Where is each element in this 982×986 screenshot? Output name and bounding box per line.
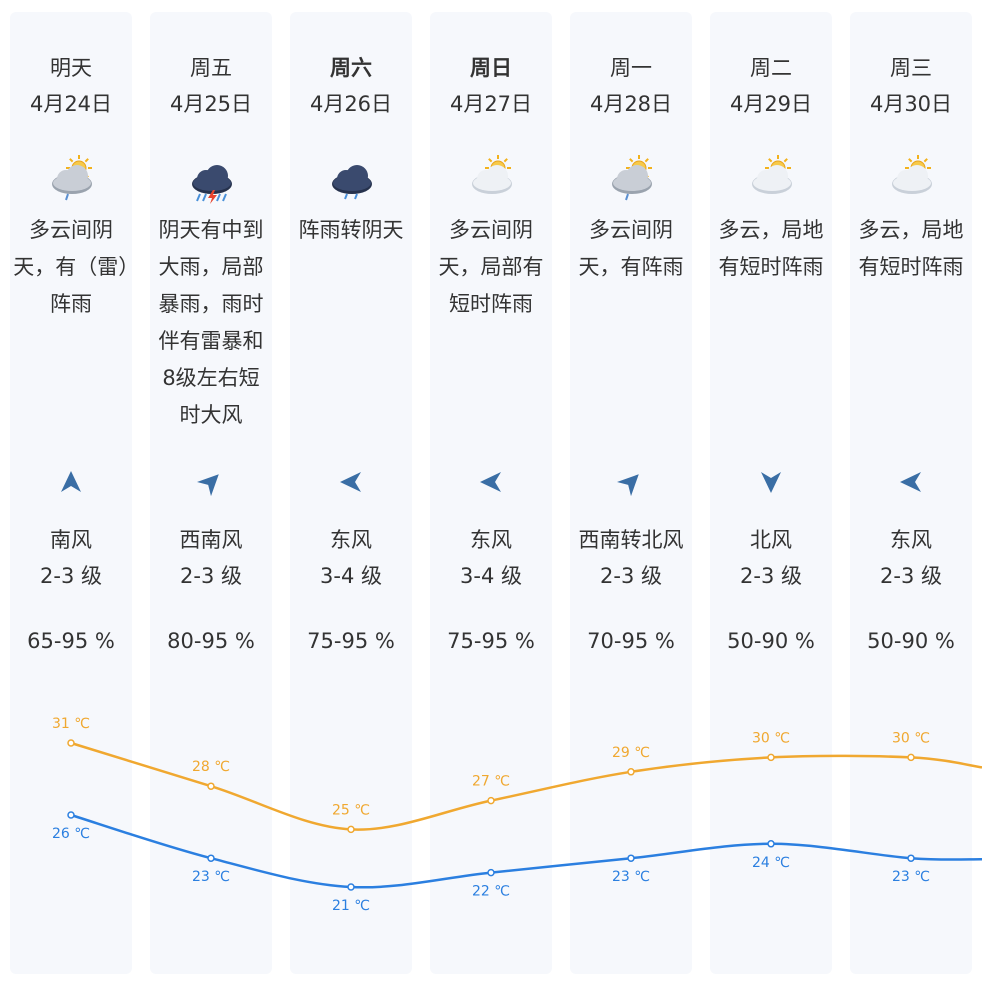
- weather-description: 阴天有中到大雨，局部暴雨，雨时伴有雷暴和8级左右短时大风: [158, 218, 264, 427]
- high-temp-label: 30 ℃: [752, 730, 790, 746]
- wind-arrow-upright-icon: [196, 468, 225, 497]
- wind-direction: 西南风: [179, 528, 243, 552]
- wind-level: 2-3 级: [180, 564, 242, 588]
- wind-level: 2-3 级: [40, 564, 102, 588]
- weather-description: 多云间阴天，局部有短时阵雨: [438, 218, 544, 316]
- wind-level: 2-3 级: [740, 564, 802, 588]
- low-temp-label: 23 ℃: [612, 869, 650, 885]
- high-temp-point: [907, 753, 915, 762]
- forecast-day-column: 周五 4月25日 阴天有中到大雨，局部暴雨，雨时伴有雷暴和8级左右短时大风 西南…: [150, 12, 272, 974]
- date-label: 4月26日: [309, 92, 393, 116]
- humidity-range: 75-95 %: [307, 629, 395, 653]
- cloudy-sun-rain-icon: [606, 152, 658, 204]
- low-temp-label: 23 ℃: [892, 869, 930, 885]
- high-temp-label: 28 ℃: [192, 759, 230, 775]
- high-temp-point: [67, 739, 75, 747]
- wind-direction: 东风: [470, 528, 512, 552]
- low-temp-point: [67, 811, 75, 819]
- high-temp-point: [347, 825, 355, 834]
- forecast-day-column: 周日 4月27日 多云间阴天，局部有短时阵雨 东风 3-4 级 75-95 %: [430, 12, 552, 974]
- wind-arrow-left-icon: [897, 468, 925, 496]
- humidity-range: 50-90 %: [727, 629, 815, 653]
- wind-direction: 东风: [330, 528, 372, 552]
- forecast-day-column: 周一 4月28日 多云间阴天，有阵雨 西南转北风 2-3 级 70-95 %: [570, 12, 692, 974]
- wind-level: 2-3 级: [600, 564, 662, 588]
- wind-arrow-upright-icon: [616, 468, 645, 497]
- high-temp-point: [627, 768, 635, 776]
- day-label: 周六: [330, 56, 372, 80]
- humidity-range: 80-95 %: [167, 629, 255, 653]
- low-temp-label: 23 ℃: [192, 869, 230, 885]
- wind-arrow-down-icon: [757, 468, 785, 496]
- low-temp-label: 24 ℃: [752, 855, 790, 871]
- wind-direction: 东风: [890, 528, 932, 552]
- high-temp-label: 27 ℃: [472, 774, 510, 790]
- wind-direction: 西南转北风: [578, 528, 684, 552]
- date-label: 4月24日: [29, 92, 113, 116]
- wind-arrow-left-icon: [337, 468, 365, 496]
- day-label: 周一: [610, 56, 652, 80]
- day-label: 周五: [190, 56, 232, 80]
- low-temp-point: [487, 868, 495, 877]
- partly-cloudy-icon: [886, 152, 938, 204]
- high-temp-line: [70, 741, 982, 831]
- humidity-range: 65-95 %: [27, 629, 115, 653]
- low-temp-label: 26 ℃: [52, 826, 90, 842]
- partly-cloudy-icon: [466, 152, 518, 204]
- high-temp-label: 30 ℃: [892, 730, 930, 746]
- low-temp-label: 22 ℃: [472, 884, 510, 900]
- date-label: 4月28日: [589, 92, 673, 116]
- low-temp-point: [907, 854, 915, 862]
- low-temp-label: 21 ℃: [332, 898, 370, 914]
- high-temp-point: [487, 796, 495, 805]
- high-temp-point: [207, 782, 215, 790]
- forecast-day-column: 周六 4月26日 阵雨转阴天 东风 3-4 级 75-95 %: [290, 12, 412, 974]
- high-temp-point: [767, 753, 775, 762]
- date-label: 4月29日: [729, 92, 813, 116]
- humidity-range: 50-90 %: [867, 629, 955, 653]
- humidity-range: 75-95 %: [447, 629, 535, 653]
- wind-level: 3-4 级: [320, 564, 382, 588]
- high-temp-label: 29 ℃: [612, 745, 650, 761]
- humidity-range: 70-95 %: [587, 629, 675, 653]
- low-temp-point: [347, 883, 355, 891]
- forecast-day-column: 周三 4月30日 多云，局地有短时阵雨 东风 2-3 级 50-90 %: [850, 12, 972, 974]
- weather-description: 阵雨转阴天: [298, 218, 404, 242]
- thunderstorm-icon: [186, 152, 238, 204]
- date-label: 4月30日: [869, 92, 953, 116]
- weather-description: 多云间阴天，有阵雨: [578, 218, 684, 279]
- rain-cloud-icon: [326, 152, 378, 204]
- low-temp-point: [627, 854, 635, 862]
- weather-description: 多云间阴天，有（雷）阵雨: [13, 218, 129, 316]
- partly-cloudy-icon: [746, 152, 798, 204]
- wind-arrow-up-icon: [57, 468, 85, 496]
- weather-description: 多云，局地有短时阵雨: [858, 218, 964, 279]
- high-temp-label: 25 ℃: [332, 802, 370, 818]
- day-label: 周二: [750, 56, 792, 80]
- date-label: 4月27日: [449, 92, 533, 116]
- high-temp-label: 31 ℃: [52, 716, 90, 732]
- cloudy-sun-rain-icon: [46, 152, 98, 204]
- wind-direction: 南风: [50, 528, 92, 552]
- wind-direction: 北风: [750, 528, 792, 552]
- day-label: 周三: [890, 56, 932, 80]
- weather-description: 多云，局地有短时阵雨: [718, 218, 824, 279]
- day-label: 周日: [470, 56, 512, 80]
- forecast-day-column: 周二 4月29日 多云，局地有短时阵雨 北风 2-3 级 50-90 %: [710, 12, 832, 974]
- day-label: 明天: [50, 56, 92, 80]
- low-temp-point: [207, 854, 215, 862]
- wind-level: 3-4 级: [460, 564, 522, 588]
- date-label: 4月25日: [169, 92, 253, 116]
- wind-level: 2-3 级: [880, 564, 942, 588]
- low-temp-point: [767, 840, 775, 848]
- wind-arrow-left-icon: [477, 468, 505, 496]
